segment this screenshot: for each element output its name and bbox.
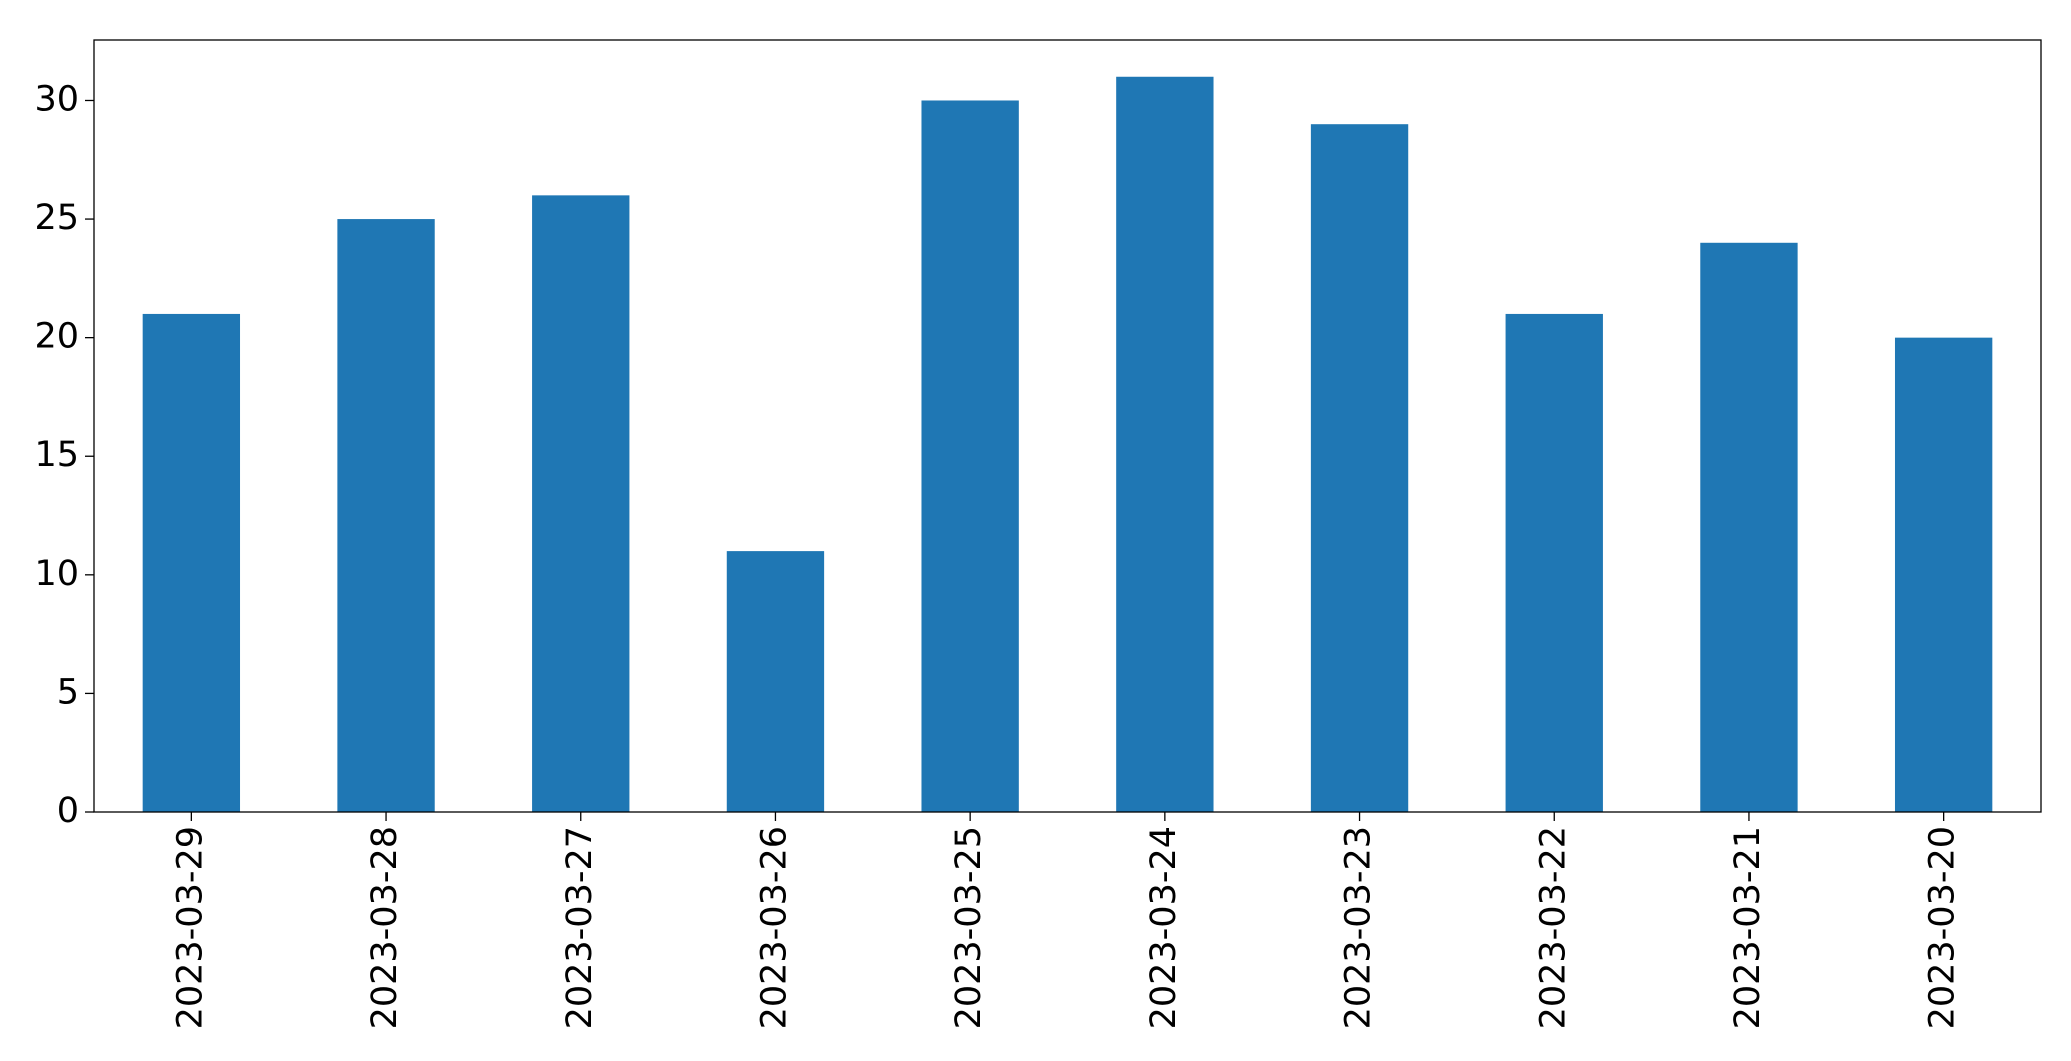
plot-frame	[93, 39, 2042, 813]
x-tick-label: 2023-03-25	[949, 826, 989, 1029]
x-tick-label: 2023-03-22	[1533, 826, 1573, 1029]
bar	[921, 100, 1019, 813]
bar	[142, 313, 241, 812]
y-tick-label: 0	[57, 791, 79, 831]
bar	[1700, 242, 1798, 812]
y-tick-label: 30	[34, 79, 79, 119]
x-tick-label: 2023-03-21	[1728, 826, 1768, 1029]
y-tick-label: 10	[34, 554, 79, 594]
x-tick-label: 2023-03-27	[560, 826, 600, 1029]
x-tick-label: 2023-03-24	[1144, 826, 1184, 1029]
bar	[1505, 313, 1603, 812]
bar	[337, 219, 435, 813]
bar	[532, 195, 630, 812]
bar	[1116, 76, 1214, 812]
y-tick-label: 25	[34, 198, 79, 238]
x-tick-label: 2023-03-23	[1339, 826, 1379, 1029]
bar	[1310, 124, 1409, 813]
y-tick-label: 20	[34, 317, 79, 357]
x-tick-label: 2023-03-26	[754, 826, 794, 1029]
y-tick-label: 5	[57, 672, 79, 712]
x-tick-label: 2023-03-29	[170, 826, 210, 1029]
x-tick-label: 2023-03-20	[1923, 826, 1963, 1029]
bar	[1894, 337, 1993, 812]
bar	[726, 551, 825, 812]
y-tick-label: 15	[34, 435, 79, 475]
x-tick-label: 2023-03-28	[365, 826, 405, 1029]
